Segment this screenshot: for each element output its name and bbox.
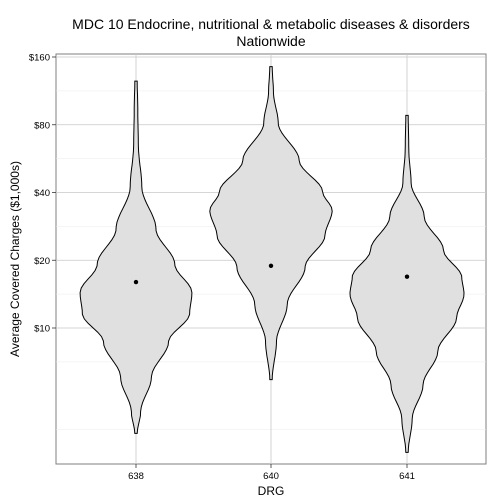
point-drg-641 [404, 274, 410, 279]
chart-title: MDC 10 Endocrine, nutritional & metaboli… [72, 16, 470, 32]
x-tick-label: 641 [399, 471, 415, 482]
violin-drg-640 [209, 66, 333, 381]
chart-subtitle: Nationwide [236, 33, 305, 49]
median-points [133, 263, 410, 285]
point-drg-638 [133, 279, 139, 285]
y-tick-label: $160 [29, 53, 50, 64]
x-axis-title: DRG [258, 484, 285, 498]
y-tick-label: $80 [34, 120, 50, 131]
y-tick-label: $40 [34, 188, 50, 199]
violins [79, 66, 465, 453]
x-axis: 638 640 641 [128, 464, 415, 482]
point-drg-640 [268, 263, 274, 268]
x-tick-label: 638 [128, 471, 144, 482]
y-axis: $10 $20 $40 $80 $160 [29, 53, 56, 335]
y-tick-label: $10 [34, 324, 50, 335]
violin-drg-638 [79, 80, 193, 434]
violin-drg-641 [349, 114, 465, 453]
y-tick-label: $20 [34, 256, 50, 267]
x-tick-label: 640 [263, 471, 279, 482]
y-axis-title: Average Covered Charges ($1,000s) [8, 161, 22, 357]
